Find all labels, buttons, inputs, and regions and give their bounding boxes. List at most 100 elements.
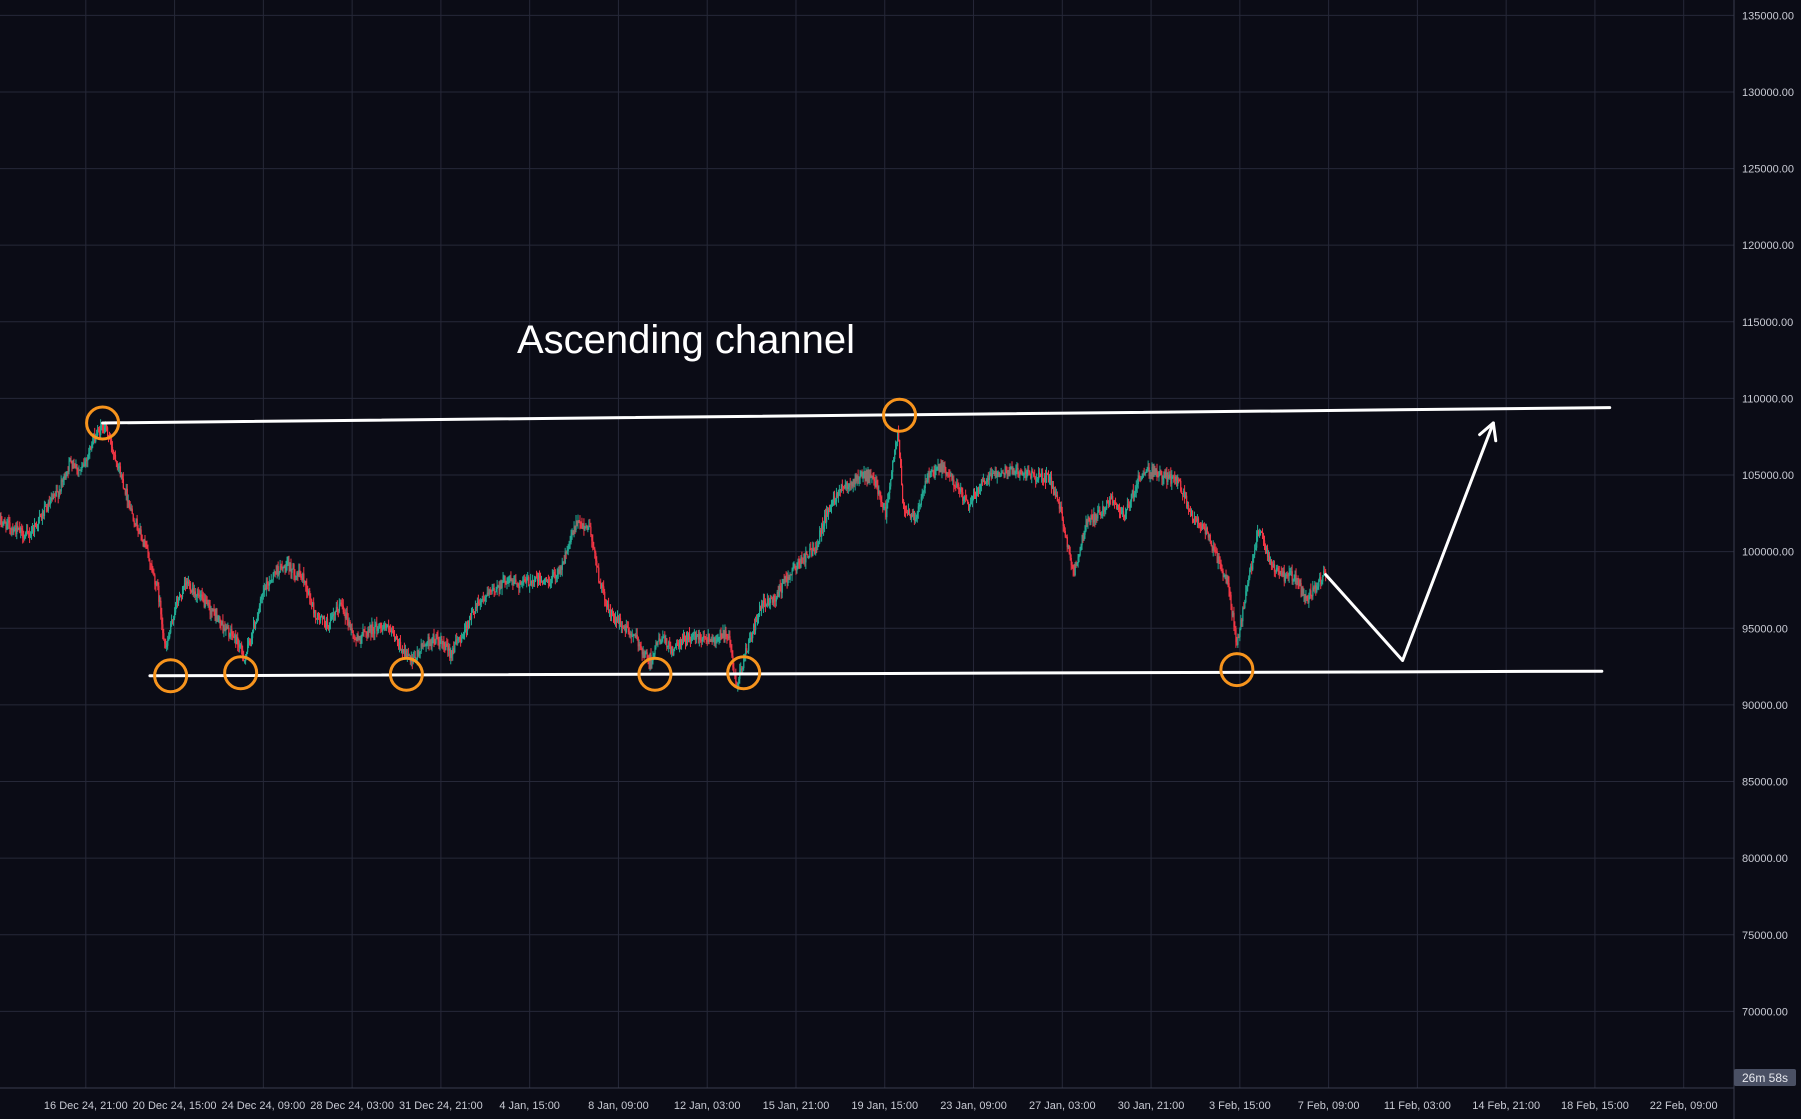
candle-body bbox=[212, 608, 214, 612]
projection-arrow-head bbox=[1478, 421, 1498, 443]
candle-body bbox=[881, 502, 883, 503]
candle-body bbox=[942, 464, 944, 468]
candle-body bbox=[573, 526, 575, 533]
candle-body bbox=[1295, 574, 1297, 583]
candle-body bbox=[1062, 519, 1064, 527]
candle-body bbox=[191, 588, 194, 593]
candle-body bbox=[29, 533, 31, 537]
candle-body bbox=[1258, 531, 1260, 534]
channel-lower-line bbox=[148, 669, 1604, 678]
candle-body bbox=[938, 464, 940, 472]
candle-body bbox=[418, 651, 420, 656]
candle-body bbox=[1051, 485, 1054, 488]
candle-body bbox=[1247, 583, 1249, 587]
candle-body bbox=[1203, 526, 1206, 530]
candle-body bbox=[118, 466, 121, 468]
candle-body bbox=[421, 643, 423, 647]
candle-body bbox=[667, 645, 669, 647]
candle-body bbox=[1037, 479, 1039, 481]
candle-body bbox=[562, 561, 564, 564]
candle-body bbox=[313, 602, 315, 614]
candle-body bbox=[988, 473, 991, 481]
candle-body bbox=[287, 562, 289, 563]
candle-body bbox=[57, 491, 59, 498]
candle-body bbox=[627, 627, 630, 633]
candle-body bbox=[613, 614, 615, 617]
candle-body bbox=[165, 643, 167, 648]
candle-body bbox=[1280, 571, 1282, 573]
candle-body bbox=[917, 506, 919, 513]
candle-body bbox=[600, 583, 602, 589]
x-tick-label: 23 Jan, 09:00 bbox=[940, 1100, 1007, 1112]
candle-body bbox=[244, 660, 246, 662]
candle-body bbox=[797, 560, 799, 564]
candle-body bbox=[1117, 505, 1119, 507]
candle-body bbox=[1157, 475, 1159, 477]
candle-body bbox=[82, 464, 84, 467]
candle-body bbox=[956, 483, 958, 488]
candle-body bbox=[369, 624, 371, 632]
candle-body bbox=[180, 595, 183, 597]
candle-body bbox=[348, 622, 350, 626]
candle-body bbox=[60, 479, 62, 492]
candle-body bbox=[440, 638, 442, 641]
candle-body bbox=[1021, 471, 1023, 476]
candle-body bbox=[482, 598, 485, 600]
candle-body bbox=[124, 488, 126, 495]
candle-body bbox=[939, 464, 941, 472]
candle-body bbox=[599, 582, 601, 584]
candle-body bbox=[1274, 571, 1277, 573]
candle-body bbox=[238, 644, 240, 648]
candle-body bbox=[884, 506, 886, 508]
candle-body bbox=[99, 429, 101, 435]
candle-body bbox=[509, 577, 511, 581]
candle-body bbox=[1236, 642, 1238, 645]
candle-body bbox=[1262, 532, 1264, 536]
candle-body bbox=[719, 633, 721, 638]
candle-body bbox=[891, 472, 893, 480]
candle-body bbox=[657, 640, 659, 646]
candle-body bbox=[481, 598, 484, 601]
candle-body bbox=[65, 476, 67, 479]
candle-body bbox=[427, 636, 429, 645]
candle-body bbox=[968, 503, 970, 510]
candle-body bbox=[463, 634, 465, 638]
candle-body bbox=[319, 617, 321, 621]
candle-body bbox=[709, 641, 711, 643]
candle-body bbox=[617, 615, 620, 624]
candle-body bbox=[247, 644, 249, 652]
candle-body bbox=[713, 637, 715, 641]
candle-body bbox=[802, 557, 804, 559]
candle-body bbox=[90, 446, 92, 450]
candle-body bbox=[1132, 490, 1135, 498]
candle-body bbox=[350, 628, 352, 631]
candle-body bbox=[558, 569, 560, 574]
candle-body bbox=[762, 600, 765, 607]
candle-body bbox=[1243, 607, 1245, 609]
candle-body bbox=[499, 586, 501, 591]
candle-body bbox=[322, 616, 324, 619]
candle-body bbox=[1187, 505, 1189, 507]
candle-body bbox=[180, 594, 182, 596]
candle-body bbox=[598, 567, 600, 583]
candle-body bbox=[270, 580, 272, 583]
candle-body bbox=[171, 619, 173, 624]
candle-body bbox=[833, 496, 836, 503]
candle-body bbox=[183, 583, 186, 588]
candle-body bbox=[107, 427, 109, 436]
annotation-drawings[interactable] bbox=[85, 397, 1612, 694]
candle-body bbox=[1314, 585, 1316, 589]
candle-body bbox=[50, 497, 52, 501]
candle-body bbox=[1147, 467, 1149, 470]
candle-body bbox=[927, 472, 929, 480]
candle-body bbox=[731, 649, 733, 656]
candle-body bbox=[25, 532, 27, 535]
candle-body bbox=[426, 644, 428, 646]
candle-body bbox=[400, 649, 403, 651]
candle-body bbox=[525, 581, 527, 583]
candle-body bbox=[537, 578, 539, 582]
candle-body bbox=[955, 486, 957, 488]
candle-body bbox=[1038, 472, 1040, 480]
candle-body bbox=[483, 599, 485, 601]
